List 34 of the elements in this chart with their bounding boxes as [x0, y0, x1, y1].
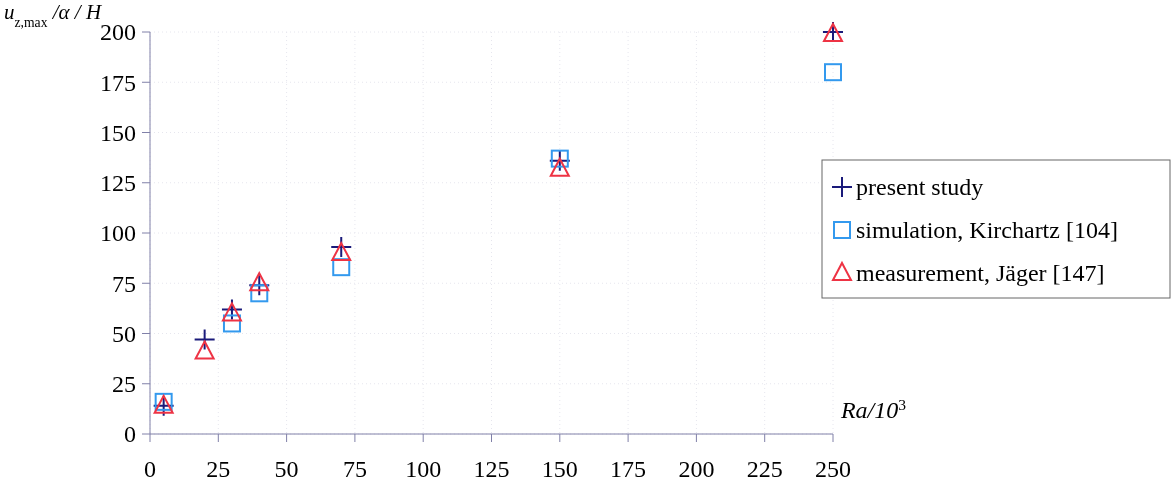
legend-label: measurement, Jäger [147] — [856, 260, 1105, 287]
point — [330, 236, 353, 259]
y-tick-label: 200 — [100, 19, 136, 46]
legend-label: present study — [856, 174, 984, 201]
y-tick-label: 100 — [100, 220, 136, 247]
legend-label: simulation, Kirchartz [104] — [856, 217, 1118, 244]
point — [194, 340, 215, 360]
x-tick-label: 225 — [746, 456, 783, 482]
x-tick-label: 250 — [815, 456, 851, 482]
x-tick-label: 175 — [610, 456, 647, 482]
y-tick-label: 125 — [100, 170, 136, 197]
y-tick-label: 150 — [100, 119, 136, 146]
y-tick-label: 0 — [124, 421, 136, 448]
x-axis-title: Ra/10$^{3}$ — [839, 395, 907, 423]
point — [824, 63, 842, 82]
point — [331, 242, 352, 262]
y-tick-label: 25 — [112, 371, 136, 398]
x-tick-label: 0 — [144, 456, 156, 482]
point — [332, 258, 351, 277]
x-tick-label: 125 — [473, 456, 510, 482]
y-tick-label: 75 — [112, 270, 136, 297]
point — [250, 284, 269, 303]
point — [222, 314, 241, 333]
x-tick-label: 200 — [678, 456, 715, 482]
y-tick-label: 50 — [112, 320, 136, 347]
y-tick-label: 175 — [100, 69, 136, 96]
point — [193, 328, 216, 351]
x-tick-label: 100 — [405, 456, 442, 482]
x-tick-label: 150 — [541, 456, 578, 482]
x-tick-label: 75 — [342, 456, 367, 482]
point — [549, 157, 570, 177]
point — [249, 272, 270, 292]
x-tick-label: 50 — [274, 456, 299, 482]
x-tick-label: 25 — [206, 456, 231, 482]
